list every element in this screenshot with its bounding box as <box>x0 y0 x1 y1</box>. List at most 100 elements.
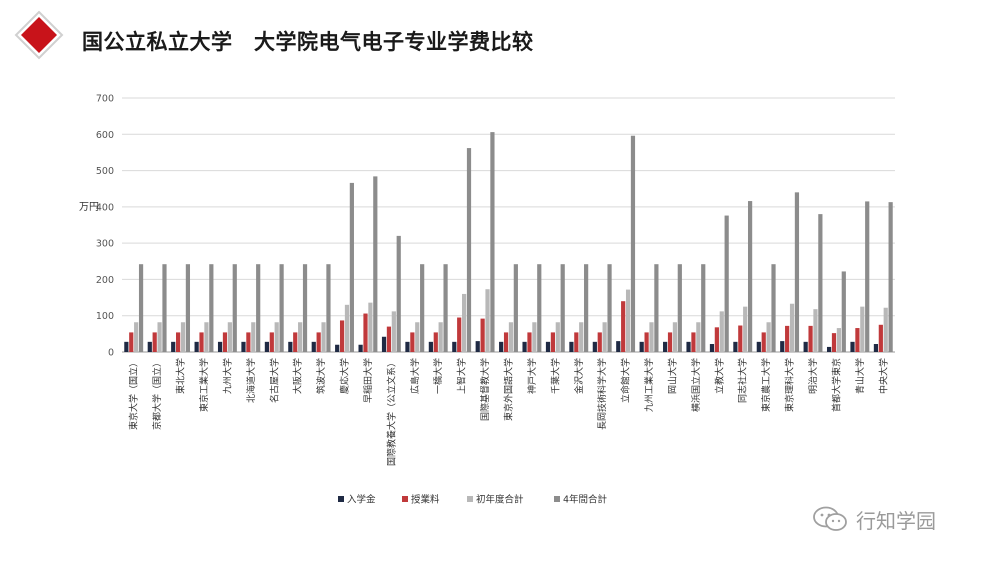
bar <box>677 264 682 352</box>
watermark-text: 行知学园 <box>856 508 936 533</box>
bar <box>808 325 813 352</box>
page-title: 国公立私立大学 大学院电气电子专业学费比较 <box>82 30 534 54</box>
bar <box>185 264 191 352</box>
x-tick-label: 広島大学 <box>409 358 421 394</box>
x-tick-label: 東京理科大学 <box>784 358 796 412</box>
bar <box>649 322 654 352</box>
bar <box>873 344 879 352</box>
x-tick-label: 横浜国立大学 <box>690 358 702 412</box>
bar <box>789 303 795 352</box>
legend-label: 4年間合計 <box>563 494 608 506</box>
x-tick-label: 早稲田大学 <box>362 358 374 403</box>
bar <box>209 264 214 352</box>
bar <box>527 332 532 352</box>
bar <box>490 132 495 352</box>
bar <box>194 341 199 352</box>
x-tick-label: 上智大学 <box>456 358 468 394</box>
x-tick-label: 大阪大学 <box>292 358 304 394</box>
bar <box>743 306 748 352</box>
x-tick-label: 千葉大学 <box>549 358 561 394</box>
x-tick-label: 慶応大学 <box>339 358 351 394</box>
legend-swatch <box>554 496 560 502</box>
bar <box>241 341 246 352</box>
x-tick-label: 京都大学（国立） <box>151 358 163 430</box>
bar <box>138 264 144 352</box>
bar <box>794 192 800 352</box>
logo-icon <box>14 10 64 60</box>
bar <box>321 322 326 352</box>
bar <box>532 322 537 352</box>
bar <box>480 318 485 352</box>
x-tick-label: 立教大学 <box>713 358 725 394</box>
bar <box>129 332 134 352</box>
bar <box>584 264 589 352</box>
x-tick-label: 国際基督教大学 <box>479 358 491 421</box>
x-tick-label: 東京大学（国立） <box>128 358 140 430</box>
bar <box>522 341 527 352</box>
y-tick-label: 200 <box>96 275 114 286</box>
bar <box>701 264 706 352</box>
bar <box>386 326 392 352</box>
bar <box>405 341 410 352</box>
bar <box>508 322 514 352</box>
bar <box>537 264 542 352</box>
bar <box>719 311 724 352</box>
bar <box>391 311 396 352</box>
x-tick-label: 中央大学 <box>877 358 889 394</box>
bar <box>644 332 649 352</box>
legend-label: 初年度合計 <box>476 494 524 506</box>
legend-swatch <box>338 496 344 502</box>
bar <box>420 264 425 352</box>
y-tick-label: 0 <box>108 348 114 359</box>
bar <box>438 322 443 352</box>
bar <box>499 341 504 352</box>
bar <box>545 341 551 352</box>
bar <box>288 341 293 352</box>
x-tick-label: 神戸大学 <box>526 358 538 394</box>
bar <box>246 332 251 352</box>
bar <box>616 341 621 352</box>
bar <box>785 325 790 352</box>
bar <box>335 344 340 352</box>
bar <box>475 341 480 352</box>
bar <box>803 341 808 352</box>
bar <box>162 264 167 352</box>
bar <box>326 264 331 352</box>
y-axis-label: 万円 <box>79 202 99 213</box>
bar <box>696 322 701 352</box>
bar <box>709 344 715 352</box>
bar <box>293 332 298 352</box>
bar <box>251 322 256 352</box>
bar <box>780 341 785 352</box>
bar <box>860 306 865 352</box>
bar <box>733 341 738 352</box>
bar <box>452 341 457 352</box>
bar <box>663 341 668 352</box>
bar <box>714 327 719 352</box>
bar <box>176 332 181 352</box>
x-tick-label: 筑波大学 <box>315 358 327 394</box>
bar <box>836 328 841 352</box>
x-tick-label: 東京工業大学 <box>198 358 210 412</box>
bar <box>855 328 860 352</box>
bar <box>152 332 157 352</box>
bar <box>396 235 401 352</box>
bar <box>747 201 753 352</box>
bar <box>691 332 696 352</box>
bar <box>625 289 631 352</box>
y-tick-label: 500 <box>96 166 114 177</box>
x-tick-label: 岡山大学 <box>666 358 678 394</box>
bar <box>217 341 223 352</box>
bar <box>865 201 870 352</box>
bar <box>818 214 823 352</box>
x-tick-label: 九州大学 <box>221 358 233 394</box>
y-tick-label: 300 <box>96 239 114 250</box>
bar <box>761 332 766 352</box>
legend-swatch <box>402 496 408 502</box>
bar <box>349 182 354 352</box>
bar <box>667 332 673 352</box>
bar <box>756 341 761 352</box>
bar <box>738 325 743 352</box>
bar <box>298 322 303 352</box>
